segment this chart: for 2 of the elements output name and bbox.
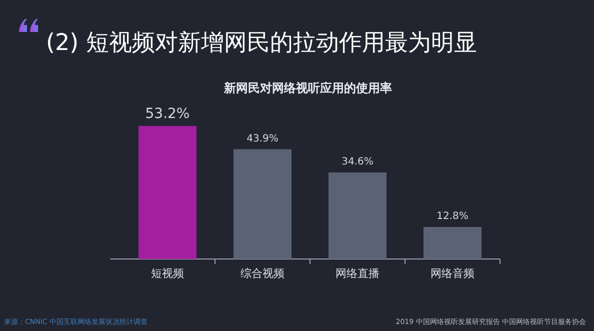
subtitle: 新网民对网络视听应用的使用率 [224, 81, 392, 95]
title: (2) 短视频对新增网民的拉动作用最为明显 [46, 30, 477, 56]
